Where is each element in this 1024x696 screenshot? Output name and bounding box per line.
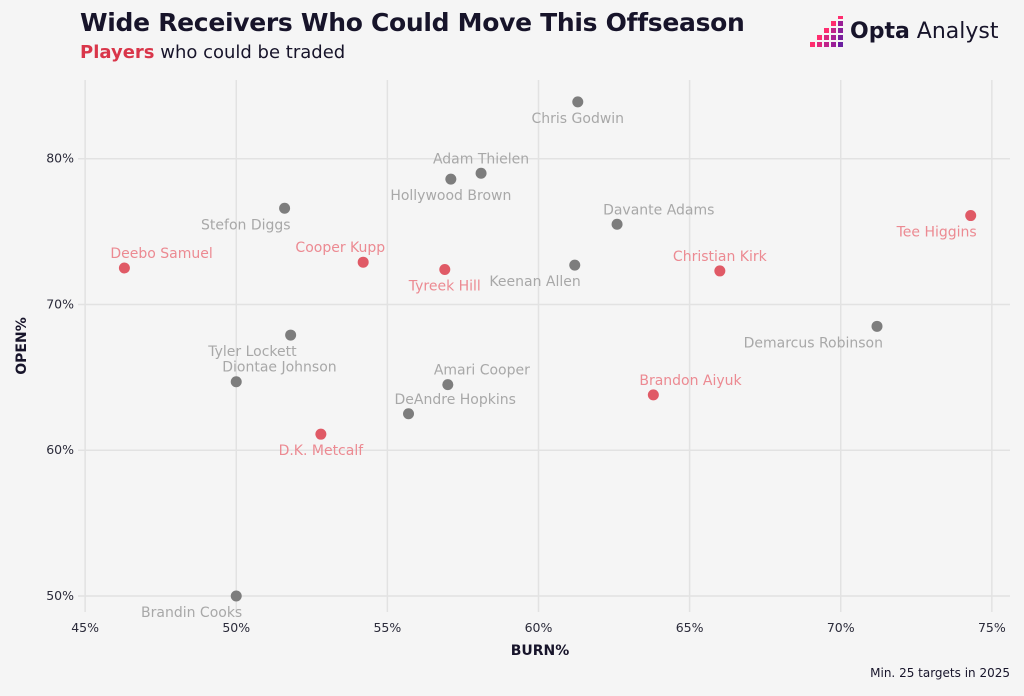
y-tick-label: 60% — [46, 442, 74, 457]
label-christian-kirk: Christian Kirk — [673, 249, 768, 265]
label-amari-cooper: Amari Cooper — [434, 363, 530, 379]
y-tick-label: 70% — [46, 296, 74, 311]
label-keenan-allen: Keenan Allen — [489, 274, 580, 290]
point-brandin-cooks[interactable] — [230, 590, 242, 602]
label-chris-godwin: Chris Godwin — [532, 111, 625, 127]
subtitle-rest: who could be traded — [154, 42, 346, 63]
point-christian-kirk[interactable] — [714, 265, 726, 277]
point-tyler-lockett[interactable] — [285, 329, 297, 341]
point-deandre-hopkins[interactable] — [403, 408, 415, 420]
label-cooper-kupp: Cooper Kupp — [295, 240, 385, 256]
x-tick-label: 60% — [525, 620, 553, 635]
logo-brand: Opta — [850, 19, 910, 44]
point-hollywood-brown[interactable] — [445, 173, 457, 185]
point-labels: Chris Godwin Adam Thielen Hollywood Brown S… — [110, 111, 976, 621]
x-tick-label: 50% — [222, 620, 250, 635]
label-davante-adams: Davante Adams — [603, 202, 714, 218]
opta-logo-icon — [810, 16, 843, 47]
point-chris-godwin[interactable] — [572, 96, 584, 108]
label-hollywood-brown: Hollywood Brown — [390, 188, 511, 204]
x-tick-label: 75% — [978, 620, 1006, 635]
chart-subtitle: Players who could be traded — [80, 42, 345, 63]
chart-title: Wide Receivers Who Could Move This Offse… — [80, 8, 745, 37]
point-tee-higgins[interactable] — [965, 210, 977, 222]
point-d-k-metcalf[interactable] — [315, 428, 327, 440]
x-axis-label: BURN% — [511, 643, 570, 659]
label-tyler-lockett: Tyler Lockett — [207, 344, 297, 360]
y-tick-label: 80% — [46, 151, 74, 166]
logo-product: Analyst — [909, 19, 999, 44]
subtitle-highlight: Players — [80, 42, 155, 63]
label-diontae-johnson: Diontae Johnson — [222, 360, 336, 376]
footnote: Min. 25 targets in 2025 — [870, 666, 1010, 680]
point-cooper-kupp[interactable] — [357, 256, 369, 268]
point-demarcus-robinson[interactable] — [871, 320, 883, 332]
label-brandon-aiyuk: Brandon Aiyuk — [639, 373, 742, 389]
label-adam-thielen: Adam Thielen — [433, 151, 529, 167]
point-diontae-johnson[interactable] — [230, 376, 242, 388]
label-deandre-hopkins: DeAndre Hopkins — [395, 392, 516, 408]
x-tick-label: 45% — [71, 620, 99, 635]
label-tyreek-hill: Tyreek Hill — [408, 278, 481, 294]
label-stefon-diggs: Stefon Diggs — [201, 217, 291, 233]
point-brandon-aiyuk[interactable] — [647, 389, 659, 401]
label-brandin-cooks: Brandin Cooks — [141, 605, 242, 621]
point-tyreek-hill[interactable] — [439, 263, 451, 275]
point-amari-cooper[interactable] — [442, 379, 454, 391]
point-davante-adams[interactable] — [611, 218, 623, 230]
axis-ticks: 45% 50% 55% 60% 65% 70% 75% 50% 60% 70% 80% — [46, 151, 1006, 635]
logo-wordmark: Opta Analyst — [850, 19, 999, 44]
opta-analyst-logo: Opta Analyst — [808, 16, 1008, 52]
label-demarcus-robinson: Demarcus Robinson — [744, 335, 883, 351]
label-tee-higgins: Tee Higgins — [896, 225, 977, 241]
point-adam-thielen[interactable] — [475, 167, 487, 179]
label-deebo-samuel: Deebo Samuel — [110, 246, 212, 262]
label-d-k-metcalf: D.K. Metcalf — [279, 443, 365, 459]
point-stefon-diggs[interactable] — [279, 202, 291, 214]
x-tick-label: 65% — [676, 620, 704, 635]
point-deebo-samuel[interactable] — [118, 262, 130, 274]
x-tick-label: 55% — [373, 620, 401, 635]
point-keenan-allen[interactable] — [569, 259, 581, 271]
data-points — [118, 96, 977, 602]
y-tick-label: 50% — [46, 588, 74, 603]
x-tick-label: 70% — [827, 620, 855, 635]
y-axis-label: OPEN% — [14, 317, 30, 374]
